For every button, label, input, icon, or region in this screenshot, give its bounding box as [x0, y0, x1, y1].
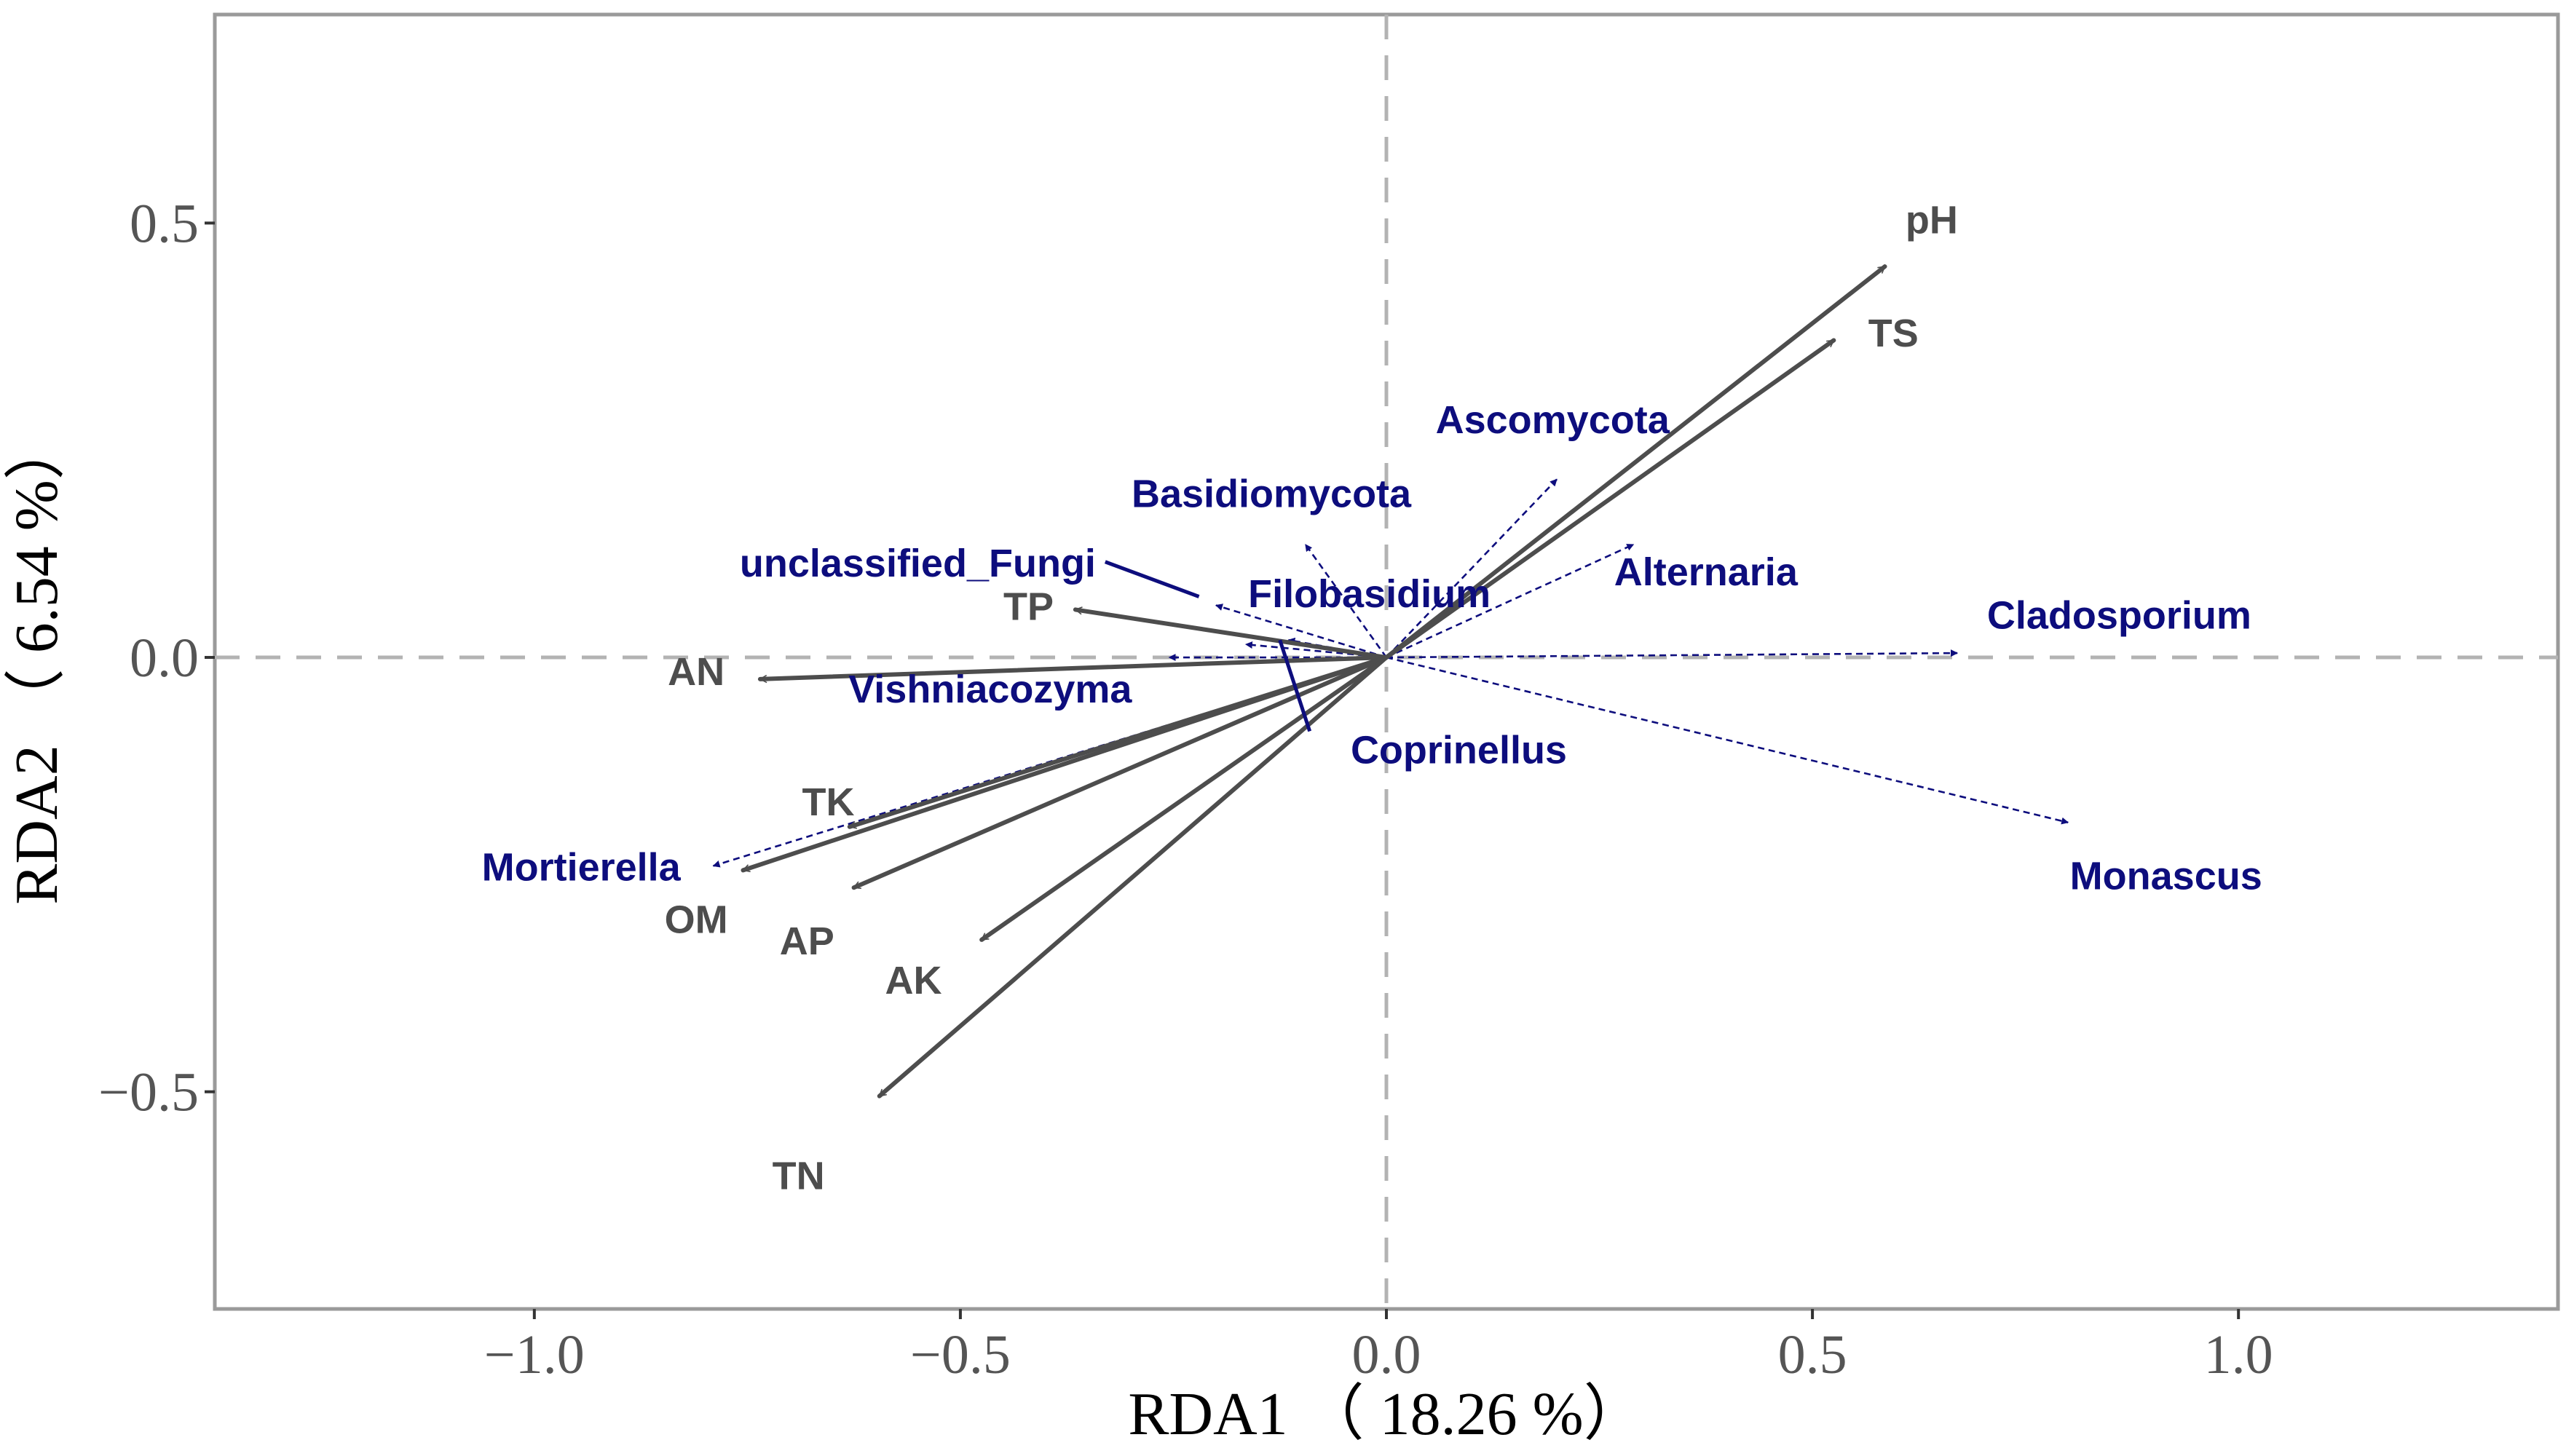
y-axis-title: RDA2 （ 6.54 %） [3, 419, 71, 904]
env-label-om: OM [665, 898, 728, 941]
label-leader-line [1278, 639, 1312, 732]
species-label-ascomycota: Ascomycota [1436, 398, 1670, 442]
species-label-unclassified-fungi: unclassified_Fungi [740, 542, 1096, 585]
env-arrow-an [757, 655, 1389, 684]
plot-panel [213, 12, 2560, 1311]
env-label-tp: TP [1003, 585, 1054, 629]
env-arrow-tp [1073, 606, 1389, 660]
species-label-filobasidium: Filobasidium [1248, 572, 1491, 616]
species-label-coprinellus: Coprinellus [1351, 729, 1567, 772]
x-tick-label: 0.5 [1778, 1324, 1847, 1385]
species-label-monascus: Monascus [2070, 855, 2262, 898]
species-arrow-cladosporium [1386, 649, 1959, 659]
env-label-ap: AP [780, 919, 834, 963]
env-arrow-ph [1384, 264, 1887, 660]
label-leader-line [1104, 560, 1200, 598]
env-label-ts: TS [1868, 312, 1919, 355]
env-arrow-ak [979, 655, 1389, 942]
species-label-vishniacozyma: Vishniacozyma [848, 668, 1132, 711]
x-tick-label: 1.0 [2204, 1324, 2273, 1385]
label-leader-lines [1104, 560, 1312, 732]
env-arrow-ts [1384, 338, 1836, 660]
y-tick-label: −0.5 [98, 1062, 199, 1123]
x-tick-label: −0.5 [910, 1324, 1011, 1385]
species-label-alternaria: Alternaria [1614, 550, 1799, 594]
x-axis-title: RDA1 （ 18.26 %） [1128, 1380, 1644, 1448]
env-label-ak: AK [885, 959, 942, 1002]
x-tick-label: 0.0 [1352, 1324, 1421, 1385]
species-arrow-monascus [1386, 656, 2069, 825]
species-arrow-ascomycota [1386, 478, 1558, 658]
x-axis-ticks: −1.0 −0.5 0.0 0.5 1.0 [484, 1309, 2273, 1385]
y-axis-ticks: −0.5 0.0 0.5 [98, 193, 215, 1123]
y-tick-label: 0.5 [130, 193, 199, 254]
env-arrow-tn [877, 655, 1389, 1099]
y-tick-label: 0.0 [130, 628, 199, 689]
env-arrow-om [741, 655, 1389, 873]
env-label-tn: TN [773, 1154, 825, 1198]
env-label-tk: TK [802, 780, 855, 824]
env-label-ph: pH [1906, 199, 1958, 242]
environmental-labels: pH TS TP AN TK OM AP AK TN [665, 199, 1958, 1198]
species-label-cladosporium: Cladosporium [1987, 594, 2251, 638]
species-label-mortierella: Mortierella [482, 846, 682, 890]
env-label-an: AN [668, 650, 725, 694]
species-arrow-basidiomycota [1304, 544, 1388, 658]
species-labels: Ascomycota Basidiomycota unclassified_Fung… [482, 398, 2262, 898]
x-tick-label: −1.0 [484, 1324, 585, 1385]
species-arrow-filobasidium [1215, 604, 1387, 659]
species-label-basidiomycota: Basidiomycota [1132, 472, 1412, 516]
species-arrow-alternaria [1386, 543, 1635, 659]
